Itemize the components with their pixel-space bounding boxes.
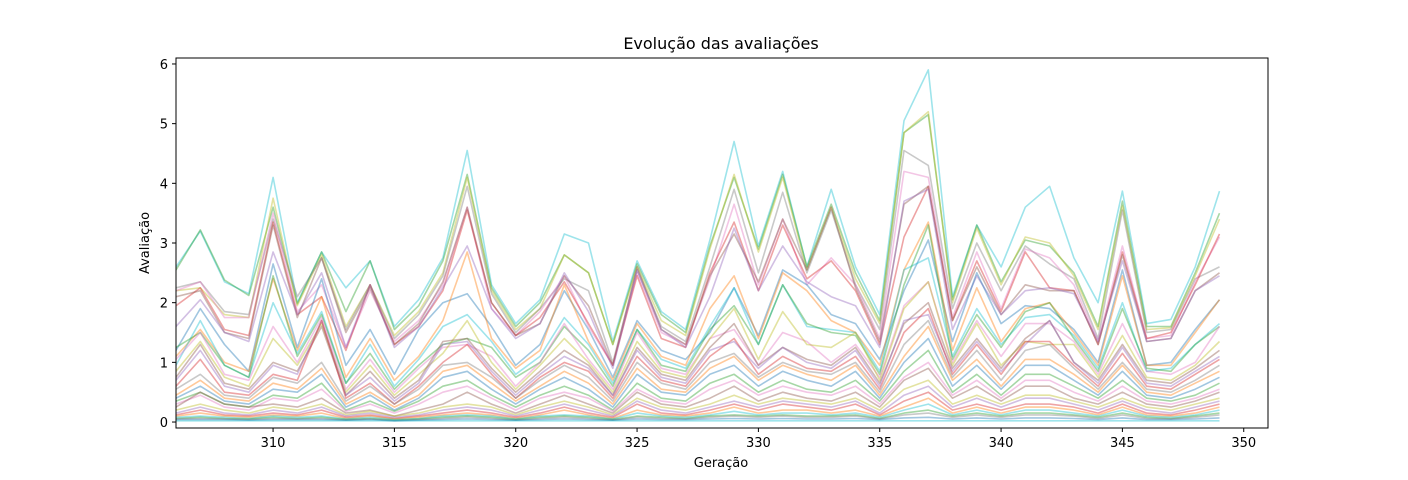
series-line-11 xyxy=(176,257,1221,388)
x-tick-label: 325 xyxy=(625,436,650,451)
chart-title: Evolução das avaliações xyxy=(623,34,818,53)
series-line-30 xyxy=(176,412,1220,422)
y-tick-label: 0 xyxy=(160,416,168,431)
series-line-4 xyxy=(176,149,1220,364)
series-line-19 xyxy=(176,325,1220,408)
x-tick-label: 315 xyxy=(382,436,407,451)
series-line-25 xyxy=(176,385,1220,419)
series-line-12 xyxy=(176,224,1220,391)
series-line-10 xyxy=(176,221,1221,382)
series-line-22 xyxy=(176,361,1220,414)
series-line-28 xyxy=(176,403,1220,421)
series-line-7 xyxy=(176,185,1220,367)
series-line-27 xyxy=(176,397,1220,420)
x-tick-label: 350 xyxy=(1231,436,1256,451)
y-tick-label: 4 xyxy=(160,177,168,192)
series-line-13 xyxy=(176,280,1221,394)
x-tick-label: 340 xyxy=(989,436,1014,451)
x-axis: 310 315 320 325 330 335 340 345 350 xyxy=(261,428,1256,451)
y-tick-label: 2 xyxy=(160,297,168,312)
y-axis-label: Avaliação xyxy=(138,212,153,274)
y-tick-label: 5 xyxy=(160,118,168,133)
series-line-14 xyxy=(176,280,1221,397)
y-axis: 0 1 2 3 4 5 6 xyxy=(160,58,176,431)
series-line-26 xyxy=(176,391,1220,420)
series-line-6 xyxy=(176,185,1221,367)
y-tick-label: 1 xyxy=(160,356,168,371)
series-line-21 xyxy=(176,349,1220,413)
y-tick-label: 6 xyxy=(160,58,168,73)
x-tick-label: 345 xyxy=(1110,436,1135,451)
series-line-5 xyxy=(176,170,1221,367)
series-line-29 xyxy=(176,409,1220,422)
x-tick-label: 335 xyxy=(867,436,892,451)
series-line-3 xyxy=(176,110,1221,346)
series-line-8 xyxy=(176,188,1220,370)
series-line-16 xyxy=(176,313,1220,402)
series-line-23 xyxy=(176,367,1220,417)
y-tick-label: 3 xyxy=(160,237,168,252)
x-tick-label: 310 xyxy=(261,436,286,451)
series-layer xyxy=(176,69,1221,422)
series-line-20 xyxy=(176,337,1220,411)
x-tick-label: 320 xyxy=(503,436,528,451)
x-axis-label: Geração xyxy=(694,456,748,471)
series-line-9 xyxy=(176,239,1221,379)
series-line-18 xyxy=(176,319,1220,405)
series-line-31 xyxy=(176,416,1220,422)
series-line-15 xyxy=(176,301,1220,400)
x-tick-label: 330 xyxy=(746,436,771,451)
series-line-2 xyxy=(176,113,1221,346)
series-line-17 xyxy=(176,307,1220,405)
series-line-1 xyxy=(176,69,1221,343)
series-line-24 xyxy=(176,379,1220,417)
